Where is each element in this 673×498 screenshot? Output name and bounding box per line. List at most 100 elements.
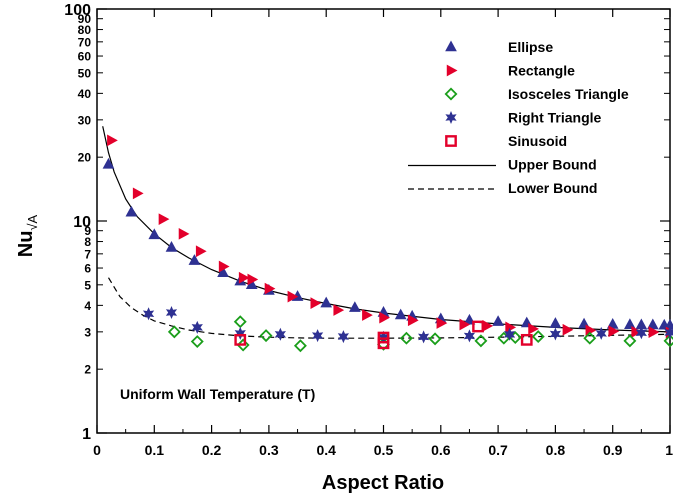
ellipse-point <box>492 315 504 326</box>
rectangle-point <box>333 304 345 316</box>
x-axis-title: Aspect Ratio <box>322 472 444 494</box>
y-tick-label: 100 <box>64 2 91 19</box>
legend-label-rectangle: Rectangle <box>508 63 575 79</box>
ellipse-point <box>148 228 161 240</box>
rectangle-point <box>218 260 230 273</box>
rectangle-point <box>436 317 448 329</box>
y-tick-label: 1 <box>82 426 91 443</box>
isosceles-triangle-point <box>583 331 597 345</box>
ellipse-point <box>664 318 673 330</box>
rectangle-point <box>379 311 390 324</box>
rectangle-point <box>362 309 373 321</box>
legend-isosceles-triangle-marker <box>444 87 458 101</box>
ellipse-point <box>624 318 636 329</box>
rectangle-point <box>459 318 471 331</box>
isosceles-triangle-point <box>236 338 250 352</box>
ellipse-point <box>245 278 258 290</box>
y-tick-label: 7 <box>84 247 91 261</box>
rectangle-point <box>407 314 419 327</box>
rectangle-point <box>238 271 250 284</box>
rectangle-point <box>158 213 170 226</box>
y-tick-label: 70 <box>78 35 92 49</box>
y-tick-label: 20 <box>78 151 92 165</box>
isosceles-triangle-point <box>293 339 307 353</box>
y-axis-title-main: Nu <box>15 231 37 258</box>
x-tick-label: 0 <box>93 442 101 458</box>
rectangle-point <box>505 321 517 334</box>
y-tick-label: 40 <box>78 87 92 101</box>
condition-annotation: Uniform Wall Temperature (T) <box>120 386 315 402</box>
isosceles-triangle-point <box>190 335 204 349</box>
isosceles-triangle-point <box>259 329 273 343</box>
right-triangle-point <box>503 327 516 341</box>
x-tick-label: 0.6 <box>431 442 451 458</box>
legend-right-triangle-marker <box>445 111 457 124</box>
ellipse-point <box>102 157 115 169</box>
ellipse-point <box>217 266 229 277</box>
rectangle-point <box>585 324 597 337</box>
x-tick-label: 0.4 <box>316 442 336 458</box>
right-triangle-point <box>377 330 390 344</box>
right-triangle-point <box>664 326 673 339</box>
x-tick-label: 0.3 <box>259 442 279 458</box>
y-tick-label: 80 <box>78 23 92 37</box>
y-tick-label: 50 <box>78 66 92 80</box>
legend-sinusoid-marker <box>445 135 457 147</box>
right-triangle-point <box>337 330 349 344</box>
ellipse-point <box>606 317 619 329</box>
y-tick-label: 60 <box>78 50 92 64</box>
x-tick-label: 0.9 <box>603 442 623 458</box>
y-tick-label: 90 <box>78 12 92 26</box>
ellipse-point <box>188 254 201 265</box>
right-triangle-point <box>312 329 324 343</box>
x-tick-label: 0.5 <box>374 442 394 458</box>
x-tick-label: 0.8 <box>546 442 566 458</box>
data-markers <box>102 134 673 353</box>
isosceles-triangle-point <box>399 331 413 345</box>
ellipse-point <box>125 205 138 217</box>
ellipse-point <box>165 240 178 252</box>
legend-label-upper-bound: Upper Bound <box>508 157 597 173</box>
x-axis-ticks: 0 0.1 0.2 0.3 0.4 0.5 0.6 0.7 0.8 0.9 1 <box>93 9 673 458</box>
right-triangle-point <box>274 327 286 341</box>
right-triangle-point <box>191 320 203 334</box>
rectangle-point <box>562 323 574 336</box>
plot-frame <box>96 8 671 434</box>
isosceles-triangle-point <box>663 334 673 348</box>
legend-ellipse-marker <box>445 40 457 52</box>
y-tick-label: 3 <box>84 325 91 339</box>
rectangle-point <box>631 326 643 338</box>
x-tick-label: 0.1 <box>145 442 165 458</box>
y-axis-title: Nu√A <box>15 214 40 257</box>
rectangle-point <box>264 282 276 295</box>
y-tick-label: 6 <box>84 262 91 276</box>
rectangle-point <box>528 322 539 335</box>
rectangle-point <box>195 245 207 258</box>
ellipse-point <box>349 301 361 312</box>
right-triangle-point <box>234 326 246 340</box>
right-triangle-point <box>595 326 607 340</box>
rectangle-point <box>608 325 620 338</box>
ellipse-point <box>646 318 659 330</box>
ellipse-point <box>394 308 407 320</box>
svg-text:Nu√A: Nu√A <box>15 214 40 257</box>
rectangle-point <box>132 187 144 200</box>
plot-border <box>96 8 671 434</box>
y-tick-label: 9 <box>84 224 91 238</box>
x-tick-label: 0.2 <box>202 442 222 458</box>
legend-label-ellipse: Ellipse <box>508 39 553 55</box>
right-triangle-point <box>635 326 647 340</box>
isosceles-triangle-point <box>531 330 545 344</box>
right-triangle-point <box>463 329 476 343</box>
legend-rectangle-marker <box>446 64 458 77</box>
ellipse-point <box>635 318 648 330</box>
rectangle-point <box>107 134 118 147</box>
isosceles-triangle-point <box>474 334 488 348</box>
ellipse-point <box>320 296 333 308</box>
right-triangle-point <box>142 307 155 321</box>
rectangle-point <box>247 273 259 286</box>
isosceles-triangle-point <box>167 325 181 339</box>
right-triangle-point <box>418 330 430 344</box>
